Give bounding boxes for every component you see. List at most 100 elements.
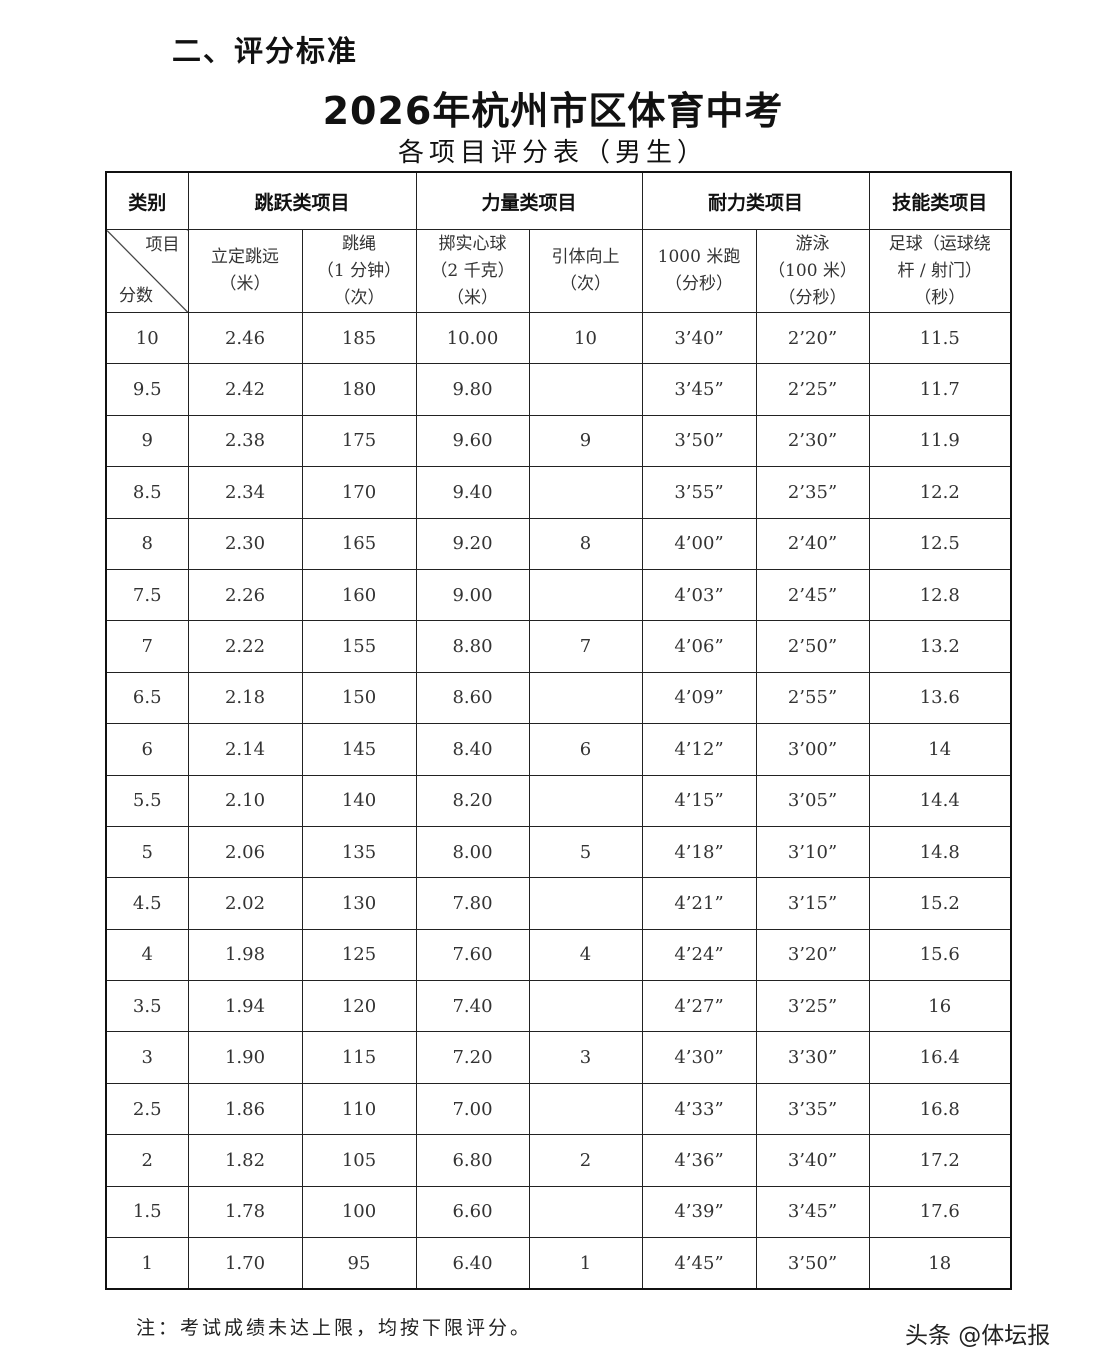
value-cell: 13.2 xyxy=(868,620,1012,673)
value-cell: 2.18 xyxy=(187,671,303,725)
score-cell: 8.5 xyxy=(105,466,189,519)
value-cell: 3’45” xyxy=(641,363,757,416)
table-row: 8.5 2.34 170 9.40 3’55” 2’35” 12.2 xyxy=(105,466,1012,519)
value-cell: 3’10” xyxy=(755,825,870,879)
value-cell: 1 xyxy=(528,1237,643,1290)
value-cell: 4’24” xyxy=(641,928,757,982)
value-cell: 140 xyxy=(301,774,417,827)
item-header-line: （秒） xyxy=(914,287,966,308)
score-cell: 4.5 xyxy=(105,877,189,930)
value-cell: 4’03” xyxy=(641,568,757,622)
diag-top-label: 项目 xyxy=(145,235,180,255)
value-cell: 9.60 xyxy=(415,414,530,468)
value-cell: 5 xyxy=(528,825,643,879)
value-cell: 7 xyxy=(528,620,643,673)
value-cell: 125 xyxy=(301,928,417,982)
value-cell: 8.60 xyxy=(415,671,530,725)
value-cell: 17.6 xyxy=(868,1185,1012,1239)
table-row: 6.5 2.18 150 8.60 4’09” 2’55” 13.6 xyxy=(105,671,1012,725)
score-cell: 6 xyxy=(105,723,189,776)
value-cell: 11.9 xyxy=(868,414,1012,468)
value-cell: 9.80 xyxy=(415,363,530,416)
value-cell: 4’39” xyxy=(641,1185,757,1239)
value-cell: 3’35” xyxy=(755,1082,870,1136)
value-cell: 12.5 xyxy=(868,517,1012,570)
value-cell: 1.90 xyxy=(187,1031,303,1084)
value-cell: 130 xyxy=(301,877,417,930)
page-subtitle: 各项目评分表（男生） xyxy=(397,138,708,168)
value-cell: 1.70 xyxy=(187,1237,303,1290)
value-cell: 2’20” xyxy=(755,311,870,365)
scoring-table: 类别 跳跃类项目 力量类项目 耐力类项目 技能类项目 项目 分数 立定跳远 （米）… xyxy=(105,171,1012,1291)
score-cell: 9 xyxy=(105,414,189,468)
value-cell: 7.60 xyxy=(415,928,530,982)
value-cell: 110 xyxy=(301,1082,417,1136)
table-row: 7.5 2.26 160 9.00 4’03” 2’45” 12.8 xyxy=(105,568,1012,622)
value-cell: 3’20” xyxy=(755,928,870,982)
value-cell xyxy=(528,466,643,519)
table-row: 2.5 1.86 110 7.00 4’33” 3’35” 16.8 xyxy=(105,1082,1012,1136)
value-cell: 2’55” xyxy=(755,671,870,725)
value-cell: 115 xyxy=(301,1031,417,1084)
value-cell: 4’33” xyxy=(641,1082,757,1136)
value-cell: 1.94 xyxy=(187,980,303,1033)
table-row: 3.5 1.94 120 7.40 4’27” 3’25” 16 xyxy=(105,980,1012,1033)
item-header: 1000 米跑 （分秒） xyxy=(641,229,757,313)
value-cell: 4’09” xyxy=(641,671,757,725)
value-cell: 175 xyxy=(301,414,417,468)
table-row: 3 1.90 115 7.20 3 4’30” 3’30” 16.4 xyxy=(105,1031,1012,1084)
value-cell: 7.40 xyxy=(415,980,530,1033)
header-row-groups: 类别 跳跃类项目 力量类项目 耐力类项目 技能类项目 xyxy=(105,171,1012,230)
score-cell: 1 xyxy=(105,1237,189,1290)
value-cell: 2.26 xyxy=(187,568,303,622)
value-cell: 2’30” xyxy=(755,414,870,468)
value-cell: 2’25” xyxy=(755,363,870,416)
item-header-line: 跳绳 xyxy=(342,233,376,254)
value-cell: 8.20 xyxy=(415,774,530,827)
item-header-line: （次） xyxy=(333,287,385,308)
value-cell xyxy=(528,877,643,930)
score-cell: 2.5 xyxy=(105,1082,189,1136)
diagonal-header-cell: 项目 分数 xyxy=(105,229,189,313)
value-cell: 15.2 xyxy=(868,877,1012,930)
value-cell: 2.46 xyxy=(187,311,303,365)
value-cell: 12.2 xyxy=(868,466,1012,519)
value-cell: 2.10 xyxy=(187,774,303,827)
score-cell: 10 xyxy=(105,311,189,365)
value-cell: 2’40” xyxy=(755,517,870,570)
value-cell: 4’27” xyxy=(641,980,757,1033)
value-cell: 7.80 xyxy=(415,877,530,930)
value-cell: 8 xyxy=(528,517,643,570)
value-cell: 2.02 xyxy=(187,877,303,930)
value-cell: 8.00 xyxy=(415,825,530,879)
value-cell: 4’06” xyxy=(641,620,757,673)
value-cell: 3’00” xyxy=(755,723,870,776)
item-header: 掷实心球 （2 千克） （米） xyxy=(415,229,530,313)
score-cell: 1.5 xyxy=(105,1185,189,1239)
group-header: 力量类项目 xyxy=(415,171,643,230)
value-cell: 13.6 xyxy=(868,671,1012,725)
value-cell: 11.7 xyxy=(868,363,1012,416)
item-header-line: （分秒） xyxy=(778,287,847,308)
value-cell: 8.80 xyxy=(415,620,530,673)
value-cell: 14 xyxy=(868,723,1012,776)
value-cell: 14.4 xyxy=(868,774,1012,827)
score-cell: 6.5 xyxy=(105,671,189,725)
value-cell xyxy=(528,568,643,622)
score-cell: 2 xyxy=(105,1134,189,1187)
value-cell: 4 xyxy=(528,928,643,982)
table-row: 2 1.82 105 6.80 2 4’36” 3’40” 17.2 xyxy=(105,1134,1012,1187)
value-cell: 3’55” xyxy=(641,466,757,519)
table-row: 6 2.14 145 8.40 6 4’12” 3’00” 14 xyxy=(105,723,1012,776)
table-row: 1 1.70 95 6.40 1 4’45” 3’50” 18 xyxy=(105,1237,1012,1290)
value-cell: 3’45” xyxy=(755,1185,870,1239)
value-cell: 3’50” xyxy=(755,1237,870,1290)
value-cell: 2.38 xyxy=(187,414,303,468)
value-cell: 145 xyxy=(301,723,417,776)
value-cell: 6.80 xyxy=(415,1134,530,1187)
table-row: 1.5 1.78 100 6.60 4’39” 3’45” 17.6 xyxy=(105,1185,1012,1239)
value-cell: 6.40 xyxy=(415,1237,530,1290)
item-header: 游泳 （100 米） （分秒） xyxy=(755,229,870,313)
value-cell: 4’36” xyxy=(641,1134,757,1187)
value-cell: 10.00 xyxy=(415,311,530,365)
